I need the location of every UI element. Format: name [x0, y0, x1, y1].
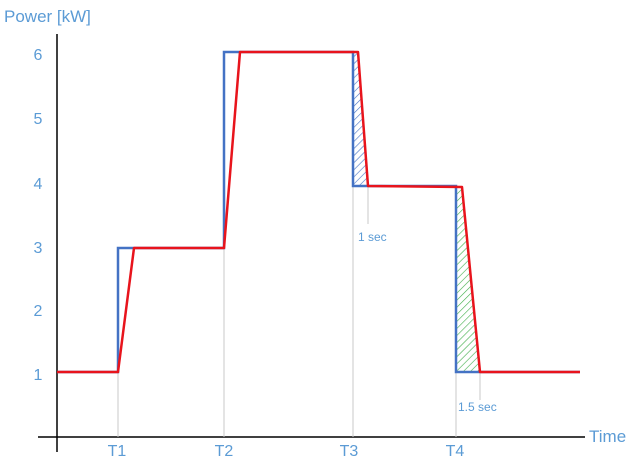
x-tick-label-t3: T3	[340, 443, 359, 460]
y-tick-label-2: 2	[34, 303, 43, 320]
hatch-area-1-5sec	[456, 187, 480, 372]
x-tick-label-t4: T4	[446, 443, 465, 460]
y-tick-label-6: 6	[34, 47, 43, 64]
x-tick-label-t1: T1	[108, 443, 127, 460]
y-tick-label-3: 3	[34, 240, 43, 257]
y-tick-label-1: 1	[34, 367, 43, 384]
x-tick-label-t2: T2	[215, 443, 234, 460]
y-tick-label-5: 5	[34, 111, 43, 128]
annotation-1-5sec: 1.5 sec	[458, 400, 497, 414]
x-axis-label: Time	[589, 427, 626, 446]
series-red-line	[57, 50, 580, 374]
y-tick-label-4: 4	[34, 176, 43, 193]
series-blue-line	[57, 50, 580, 374]
annotation-1sec: 1 sec	[358, 230, 387, 244]
y-axis-label: Power [kW]	[4, 7, 91, 26]
